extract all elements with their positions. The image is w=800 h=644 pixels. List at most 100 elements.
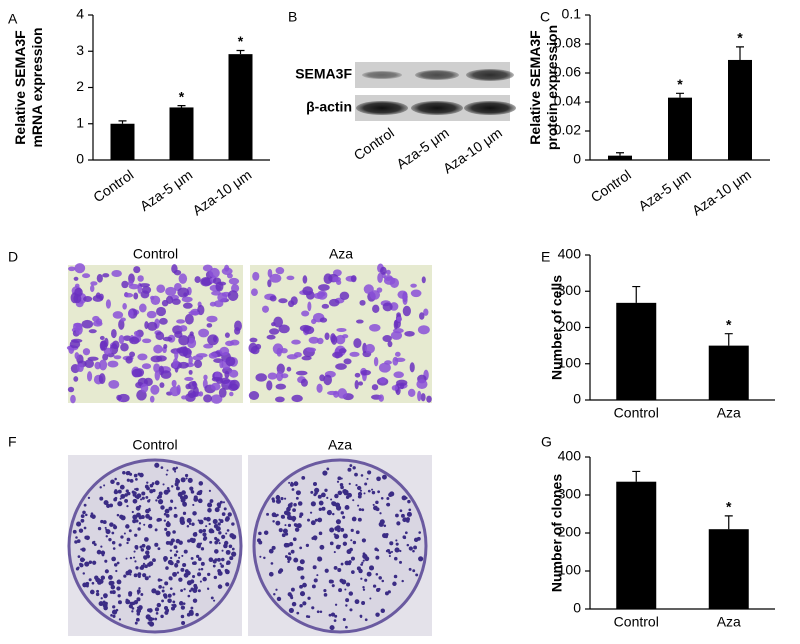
cell bbox=[410, 289, 422, 298]
colony bbox=[124, 493, 129, 497]
cell bbox=[131, 368, 143, 378]
colony bbox=[331, 584, 335, 588]
cell bbox=[372, 304, 380, 314]
colony bbox=[258, 531, 262, 536]
colony bbox=[181, 490, 186, 495]
colony bbox=[148, 608, 153, 613]
colony bbox=[111, 540, 116, 545]
cell bbox=[139, 283, 150, 288]
colony bbox=[328, 613, 332, 617]
colony bbox=[217, 539, 220, 542]
plate-title: Aza bbox=[328, 437, 352, 453]
colony bbox=[196, 544, 200, 548]
cell bbox=[155, 331, 165, 341]
colony bbox=[395, 513, 399, 518]
cell bbox=[105, 299, 111, 309]
colony bbox=[399, 549, 402, 553]
colony bbox=[357, 504, 360, 507]
colony bbox=[333, 551, 336, 554]
error-bar bbox=[118, 120, 127, 124]
colony bbox=[320, 492, 326, 498]
cell bbox=[291, 339, 301, 345]
colony bbox=[406, 543, 410, 547]
x-tick-label: Aza bbox=[717, 405, 741, 421]
plate-title: Control bbox=[132, 437, 177, 453]
cell bbox=[275, 383, 287, 390]
cell bbox=[323, 273, 333, 285]
cell bbox=[286, 354, 298, 360]
colony bbox=[144, 564, 147, 567]
colony bbox=[137, 527, 141, 531]
colony bbox=[386, 496, 390, 500]
cell bbox=[160, 370, 172, 379]
colony bbox=[318, 531, 323, 536]
colony bbox=[228, 544, 233, 549]
colony bbox=[162, 593, 168, 598]
colony bbox=[126, 541, 129, 545]
colony bbox=[129, 573, 132, 576]
y-tick-label: 0.02 bbox=[554, 122, 581, 138]
colony bbox=[335, 519, 342, 525]
x-tick-label: Aza-5 μm bbox=[635, 166, 693, 214]
colony bbox=[118, 543, 122, 547]
cell bbox=[193, 386, 199, 397]
error-bar bbox=[616, 152, 624, 156]
colony bbox=[181, 554, 184, 557]
colony bbox=[349, 464, 353, 467]
colony bbox=[114, 496, 118, 500]
colony bbox=[380, 608, 386, 613]
cell bbox=[215, 281, 224, 292]
colony bbox=[219, 519, 224, 524]
cell bbox=[250, 288, 258, 296]
colony bbox=[310, 501, 316, 507]
bar bbox=[608, 155, 632, 160]
colony bbox=[346, 549, 352, 555]
colony bbox=[109, 522, 114, 527]
cell bbox=[165, 286, 177, 296]
colony bbox=[144, 576, 149, 581]
x-tick-label: Aza-10 μm bbox=[689, 166, 754, 218]
colony bbox=[314, 518, 318, 522]
colony bbox=[340, 477, 343, 480]
colony bbox=[401, 579, 404, 583]
colony bbox=[217, 504, 221, 509]
colony bbox=[162, 586, 165, 589]
colony bbox=[126, 537, 131, 542]
cell bbox=[302, 275, 308, 284]
colony bbox=[134, 560, 137, 563]
cell bbox=[161, 299, 169, 307]
colony bbox=[284, 555, 288, 559]
cell bbox=[150, 384, 160, 395]
colony bbox=[207, 502, 213, 508]
colony bbox=[292, 537, 297, 542]
colony bbox=[116, 579, 122, 585]
colony bbox=[318, 500, 324, 506]
colony bbox=[103, 594, 108, 599]
bar bbox=[110, 123, 135, 160]
cell bbox=[82, 348, 91, 356]
cell bbox=[267, 279, 272, 288]
colony bbox=[165, 540, 170, 545]
cell bbox=[178, 361, 189, 369]
colony bbox=[371, 488, 374, 491]
colony bbox=[344, 505, 350, 510]
colony bbox=[200, 567, 204, 571]
colony bbox=[323, 588, 327, 593]
colony bbox=[169, 549, 173, 552]
colony bbox=[405, 517, 411, 522]
colony bbox=[176, 571, 180, 574]
cell bbox=[353, 338, 362, 349]
colony bbox=[282, 516, 285, 519]
y-axis-label: Relative SEMA3F bbox=[527, 30, 543, 145]
colony bbox=[275, 588, 278, 591]
colony bbox=[385, 532, 389, 537]
cell bbox=[88, 329, 97, 334]
colony bbox=[359, 615, 363, 619]
colony bbox=[132, 492, 137, 497]
colony bbox=[318, 507, 322, 511]
cell bbox=[224, 332, 230, 338]
colony bbox=[156, 496, 160, 500]
colony bbox=[207, 508, 212, 513]
colony bbox=[299, 603, 303, 608]
colony bbox=[181, 620, 186, 625]
